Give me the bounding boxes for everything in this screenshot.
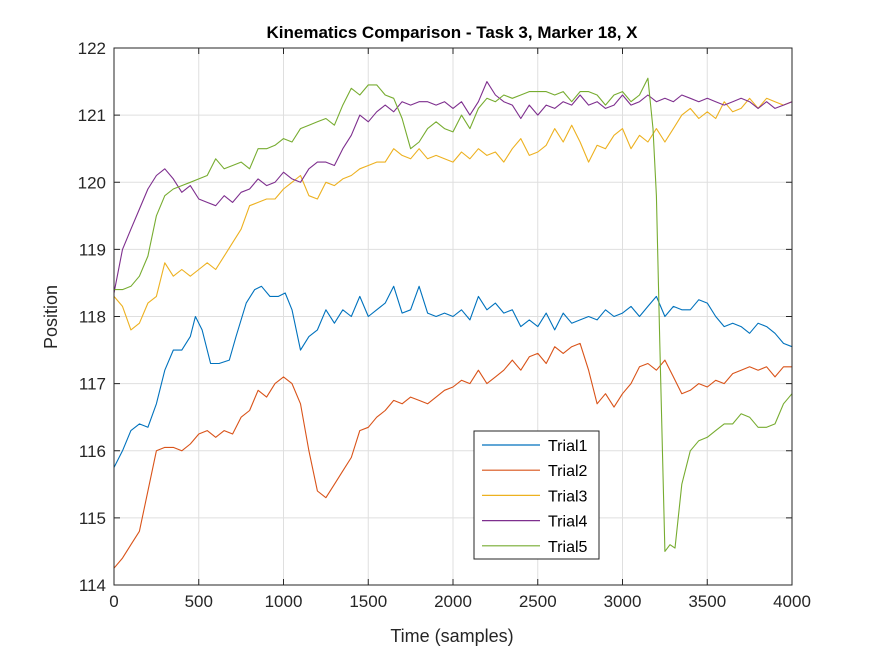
legend-label: Trial5 [548, 539, 588, 556]
x-axis-label: Time (samples) [390, 626, 513, 646]
legend-label: Trial1 [548, 438, 588, 455]
x-tick-label: 2000 [434, 592, 472, 611]
legend-label: Trial3 [548, 488, 588, 505]
y-tick-label: 114 [79, 576, 106, 595]
x-tick-label: 2500 [519, 592, 557, 611]
y-tick-label: 115 [79, 509, 106, 528]
legend: Trial1 Trial2 Trial3 Trial4 Trial5 [473, 430, 600, 560]
y-tick-label: 116 [79, 442, 106, 461]
series-line-trial5 [113, 77, 793, 552]
series-line-trial3 [113, 97, 793, 331]
y-tick-label: 118 [79, 308, 106, 327]
y-tick-label: 119 [79, 240, 106, 259]
y-tick-label: 122 [78, 39, 106, 58]
ticks: 0 500 1000 1500 2000 2500 3000 3500 4000 114 115 11… [78, 39, 811, 611]
x-tick-label: 1500 [349, 592, 387, 611]
x-tick-label: 500 [185, 592, 213, 611]
series-line-trial4 [113, 81, 793, 294]
y-tick-label: 121 [78, 106, 106, 125]
x-tick-label: 1000 [265, 592, 303, 611]
x-tick-label: 3500 [688, 592, 726, 611]
x-tick-label: 3000 [604, 592, 642, 611]
series-line-trial1 [113, 285, 793, 469]
series-line-trial2 [113, 342, 793, 569]
legend-label: Trial2 [548, 463, 588, 480]
y-axis-label: Position [41, 285, 61, 349]
series-group [113, 77, 793, 569]
grid [113, 47, 793, 586]
legend-label: Trial4 [548, 514, 588, 531]
y-tick-label: 120 [78, 173, 106, 192]
chart-title: Kinematics Comparison - Task 3, Marker 1… [267, 23, 639, 42]
y-tick-label: 117 [79, 375, 106, 394]
x-tick-label: 0 [109, 592, 118, 611]
x-tick-label: 4000 [773, 592, 811, 611]
